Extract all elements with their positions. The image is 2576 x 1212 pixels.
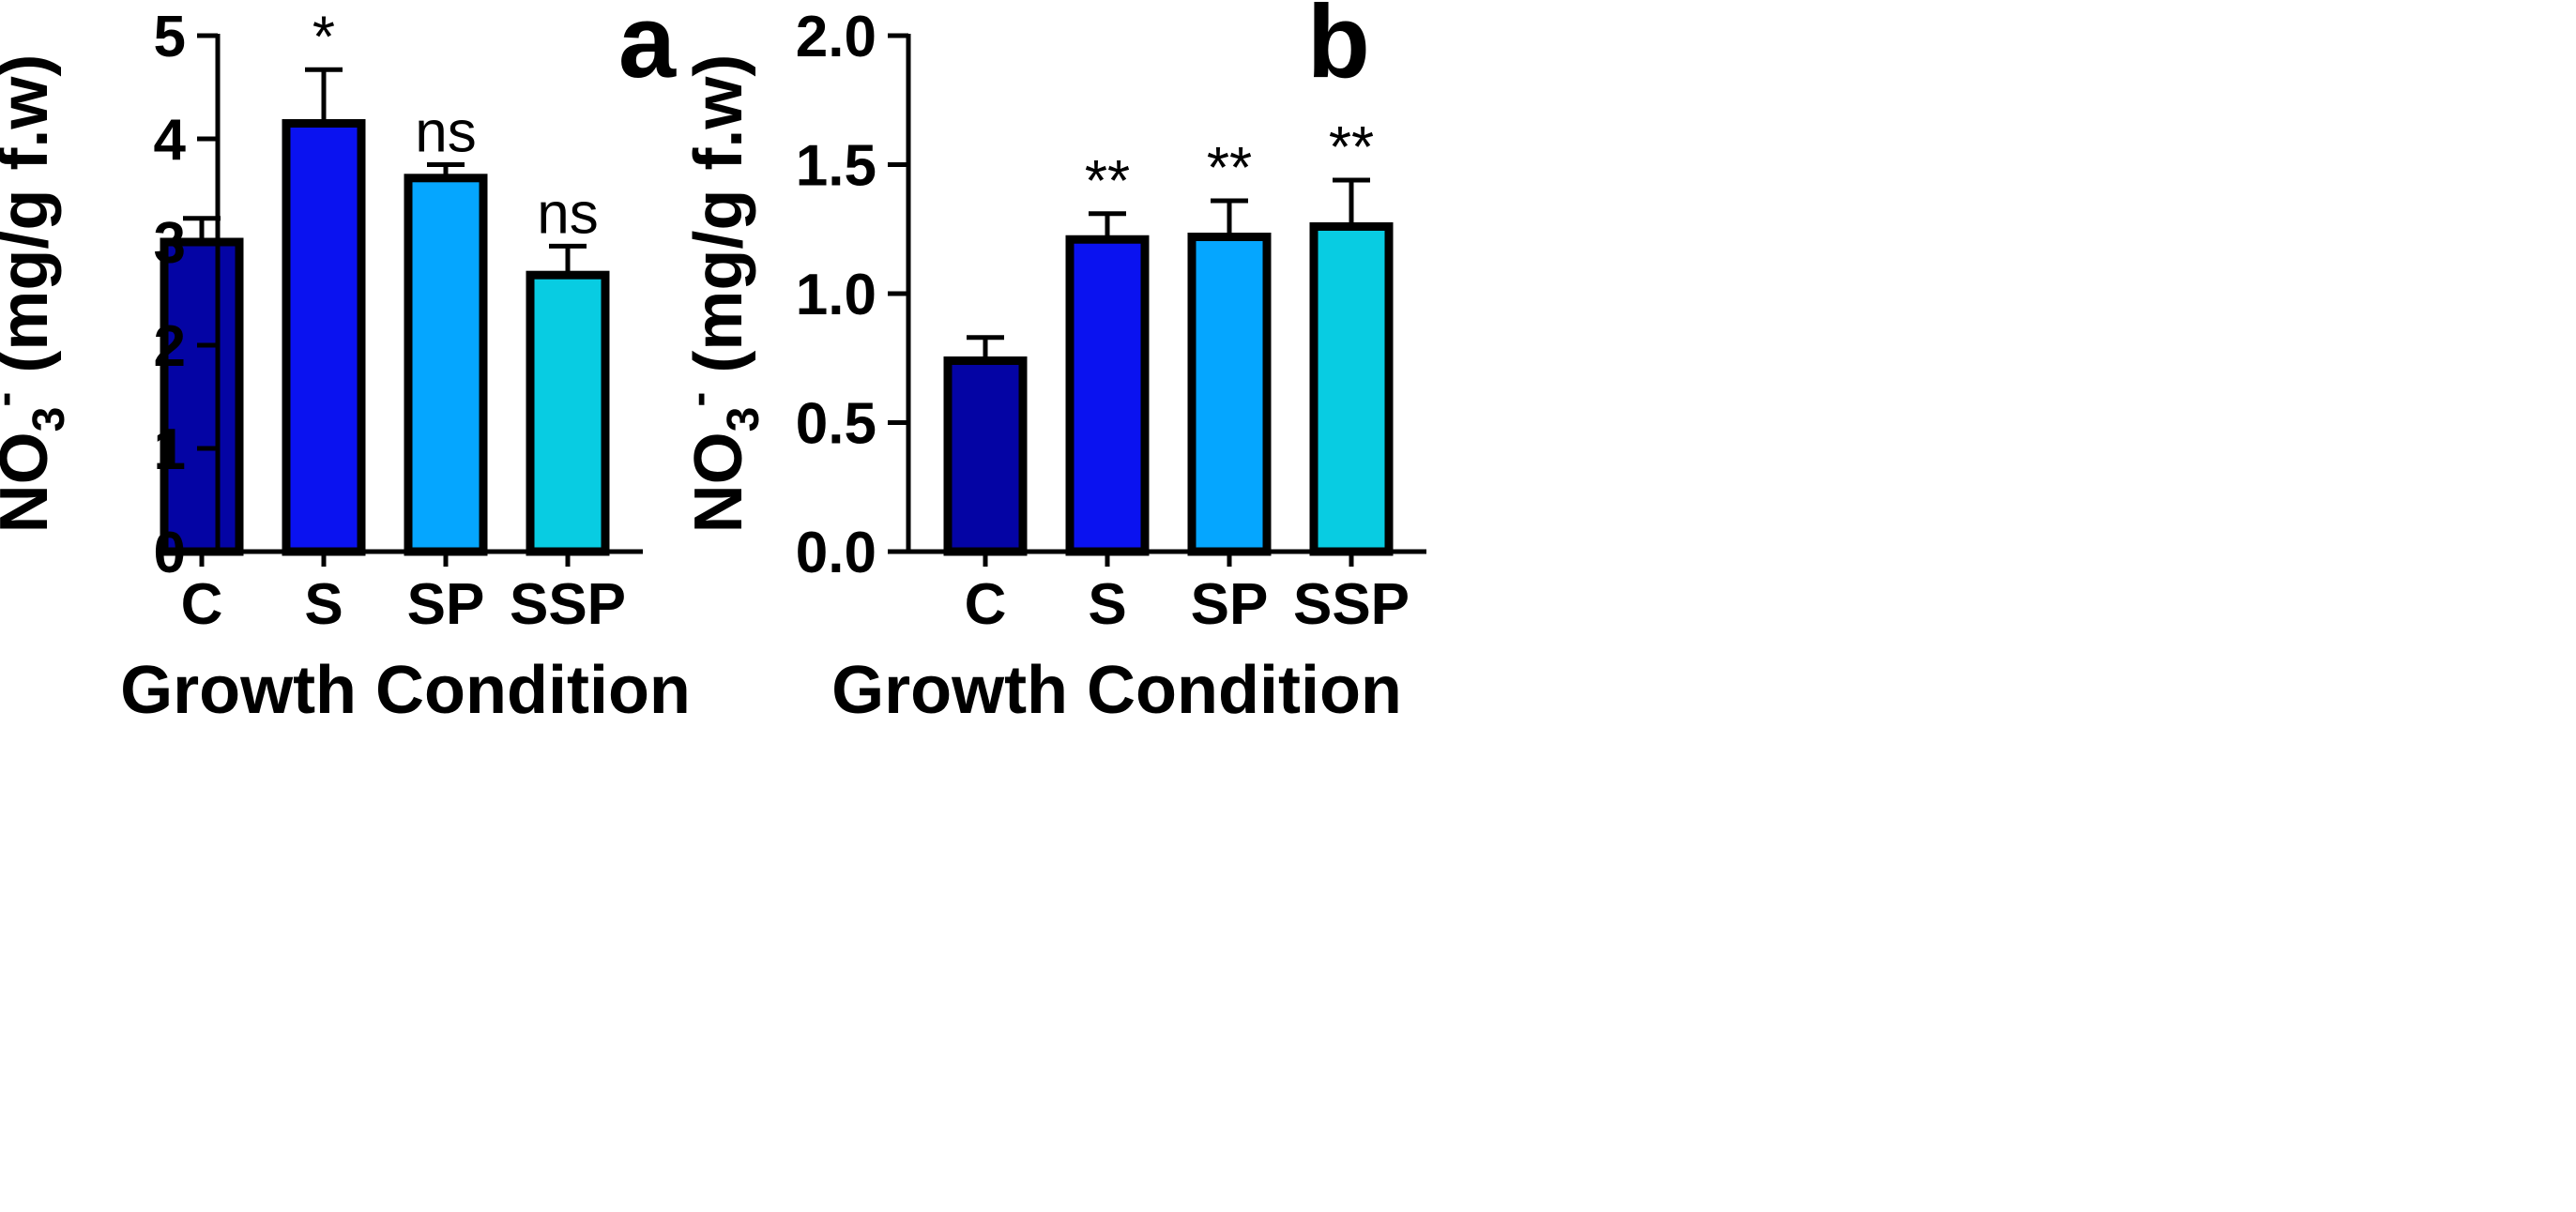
y-axis-title-subscript: 3 — [24, 407, 74, 432]
y-tick-label-a-2: 2 — [154, 314, 186, 379]
x-tick-label-b-SSP: SSP — [1293, 572, 1410, 637]
x-tick-label-a-C: C — [181, 572, 223, 637]
y-tick-label-a-0: 0 — [154, 521, 186, 585]
y-axis-title-units: (mg/g f.w) — [0, 54, 62, 392]
bar-b-C — [943, 356, 1028, 556]
bar-a-S — [282, 119, 366, 556]
y-axis-title-main: NO — [0, 432, 62, 533]
bar-b-SSP — [1309, 222, 1394, 556]
y-axis-title-superscript: - — [674, 392, 724, 407]
bar-a-C — [160, 237, 244, 556]
bar-b-SP — [1187, 233, 1272, 556]
significance-label-b-SP: ** — [1207, 136, 1252, 201]
y-axis-title-b: NO3- (mg/g f.w) — [674, 54, 769, 534]
y-axis-title-subscript: 3 — [719, 407, 769, 432]
x-tick-label-a-S: S — [304, 572, 343, 637]
y-tick-label-b-4: 2.0 — [796, 5, 876, 69]
y-axis-title-a: NO3- (mg/g f.w) — [0, 54, 74, 534]
x-tick-label-b-C: C — [965, 572, 1007, 637]
panel-b: C ** S ** SP ** SSP 0.0 0.5 1.0 1.5 2.0 Growth Condi… — [674, 0, 1426, 728]
y-tick-label-a-1: 1 — [154, 417, 186, 482]
x-axis-title-a: Growth Condition — [120, 653, 691, 728]
bar-a-SP — [404, 174, 488, 556]
significance-label-a-SP: ns — [415, 100, 476, 165]
y-tick-label-b-1: 0.5 — [796, 392, 876, 457]
significance-label-a-S: * — [312, 5, 335, 69]
y-axis-title-superscript: - — [0, 392, 29, 407]
bar-a-SSP — [526, 270, 610, 556]
y-tick-label-a-5: 5 — [154, 5, 186, 69]
x-tick-label-b-SP: SP — [1191, 572, 1269, 637]
significance-label-b-S: ** — [1085, 149, 1130, 214]
y-tick-label-b-2: 1.0 — [796, 263, 876, 327]
y-tick-label-b-0: 0.0 — [796, 521, 876, 585]
y-tick-label-b-3: 1.5 — [796, 134, 876, 199]
x-tick-label-a-SSP: SSP — [510, 572, 626, 637]
bar-b-S — [1065, 235, 1150, 556]
panel-letter-a: a — [618, 0, 677, 99]
y-axis-title-main: NO — [681, 432, 756, 533]
y-axis-title-units: (mg/g f.w) — [681, 54, 756, 392]
significance-label-a-SSP: ns — [537, 181, 598, 246]
x-tick-label-a-SP: SP — [407, 572, 485, 637]
x-axis-title-b: Growth Condition — [831, 653, 1402, 728]
y-tick-label-a-4: 4 — [154, 108, 187, 173]
y-tick-label-a-3: 3 — [154, 211, 186, 276]
panel-letter-b: b — [1307, 0, 1370, 99]
x-tick-label-b-S: S — [1088, 572, 1126, 637]
significance-label-b-SSP: ** — [1329, 115, 1374, 180]
